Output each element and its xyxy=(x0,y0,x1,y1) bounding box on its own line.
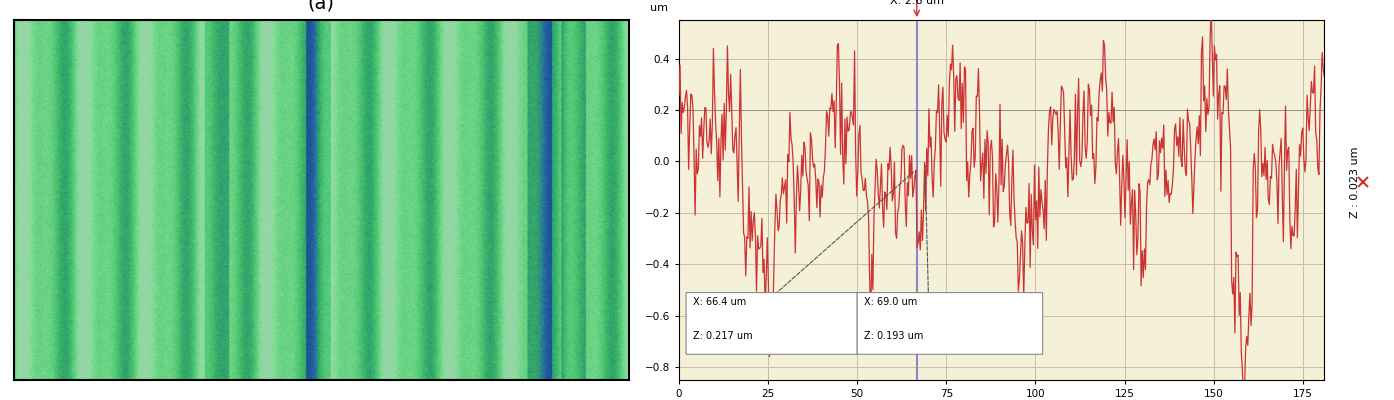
Text: X: 2.6 um: X: 2.6 um xyxy=(933,0,987,2)
FancyBboxPatch shape xyxy=(686,292,857,354)
Text: Z : 0.023 um: Z : 0.023 um xyxy=(1351,146,1361,218)
FancyBboxPatch shape xyxy=(857,292,1043,354)
Text: Z: 0.193 um: Z: 0.193 um xyxy=(864,331,924,341)
Text: X: 2.6 um: X: 2.6 um xyxy=(889,0,944,6)
Text: um: um xyxy=(650,3,668,13)
Text: Z: 0.217 um: Z: 0.217 um xyxy=(693,331,753,341)
Text: X: 66.4 um: X: 66.4 um xyxy=(693,298,746,308)
Text: X: 69.0 um: X: 69.0 um xyxy=(864,298,917,308)
Title: (a): (a) xyxy=(308,0,335,13)
